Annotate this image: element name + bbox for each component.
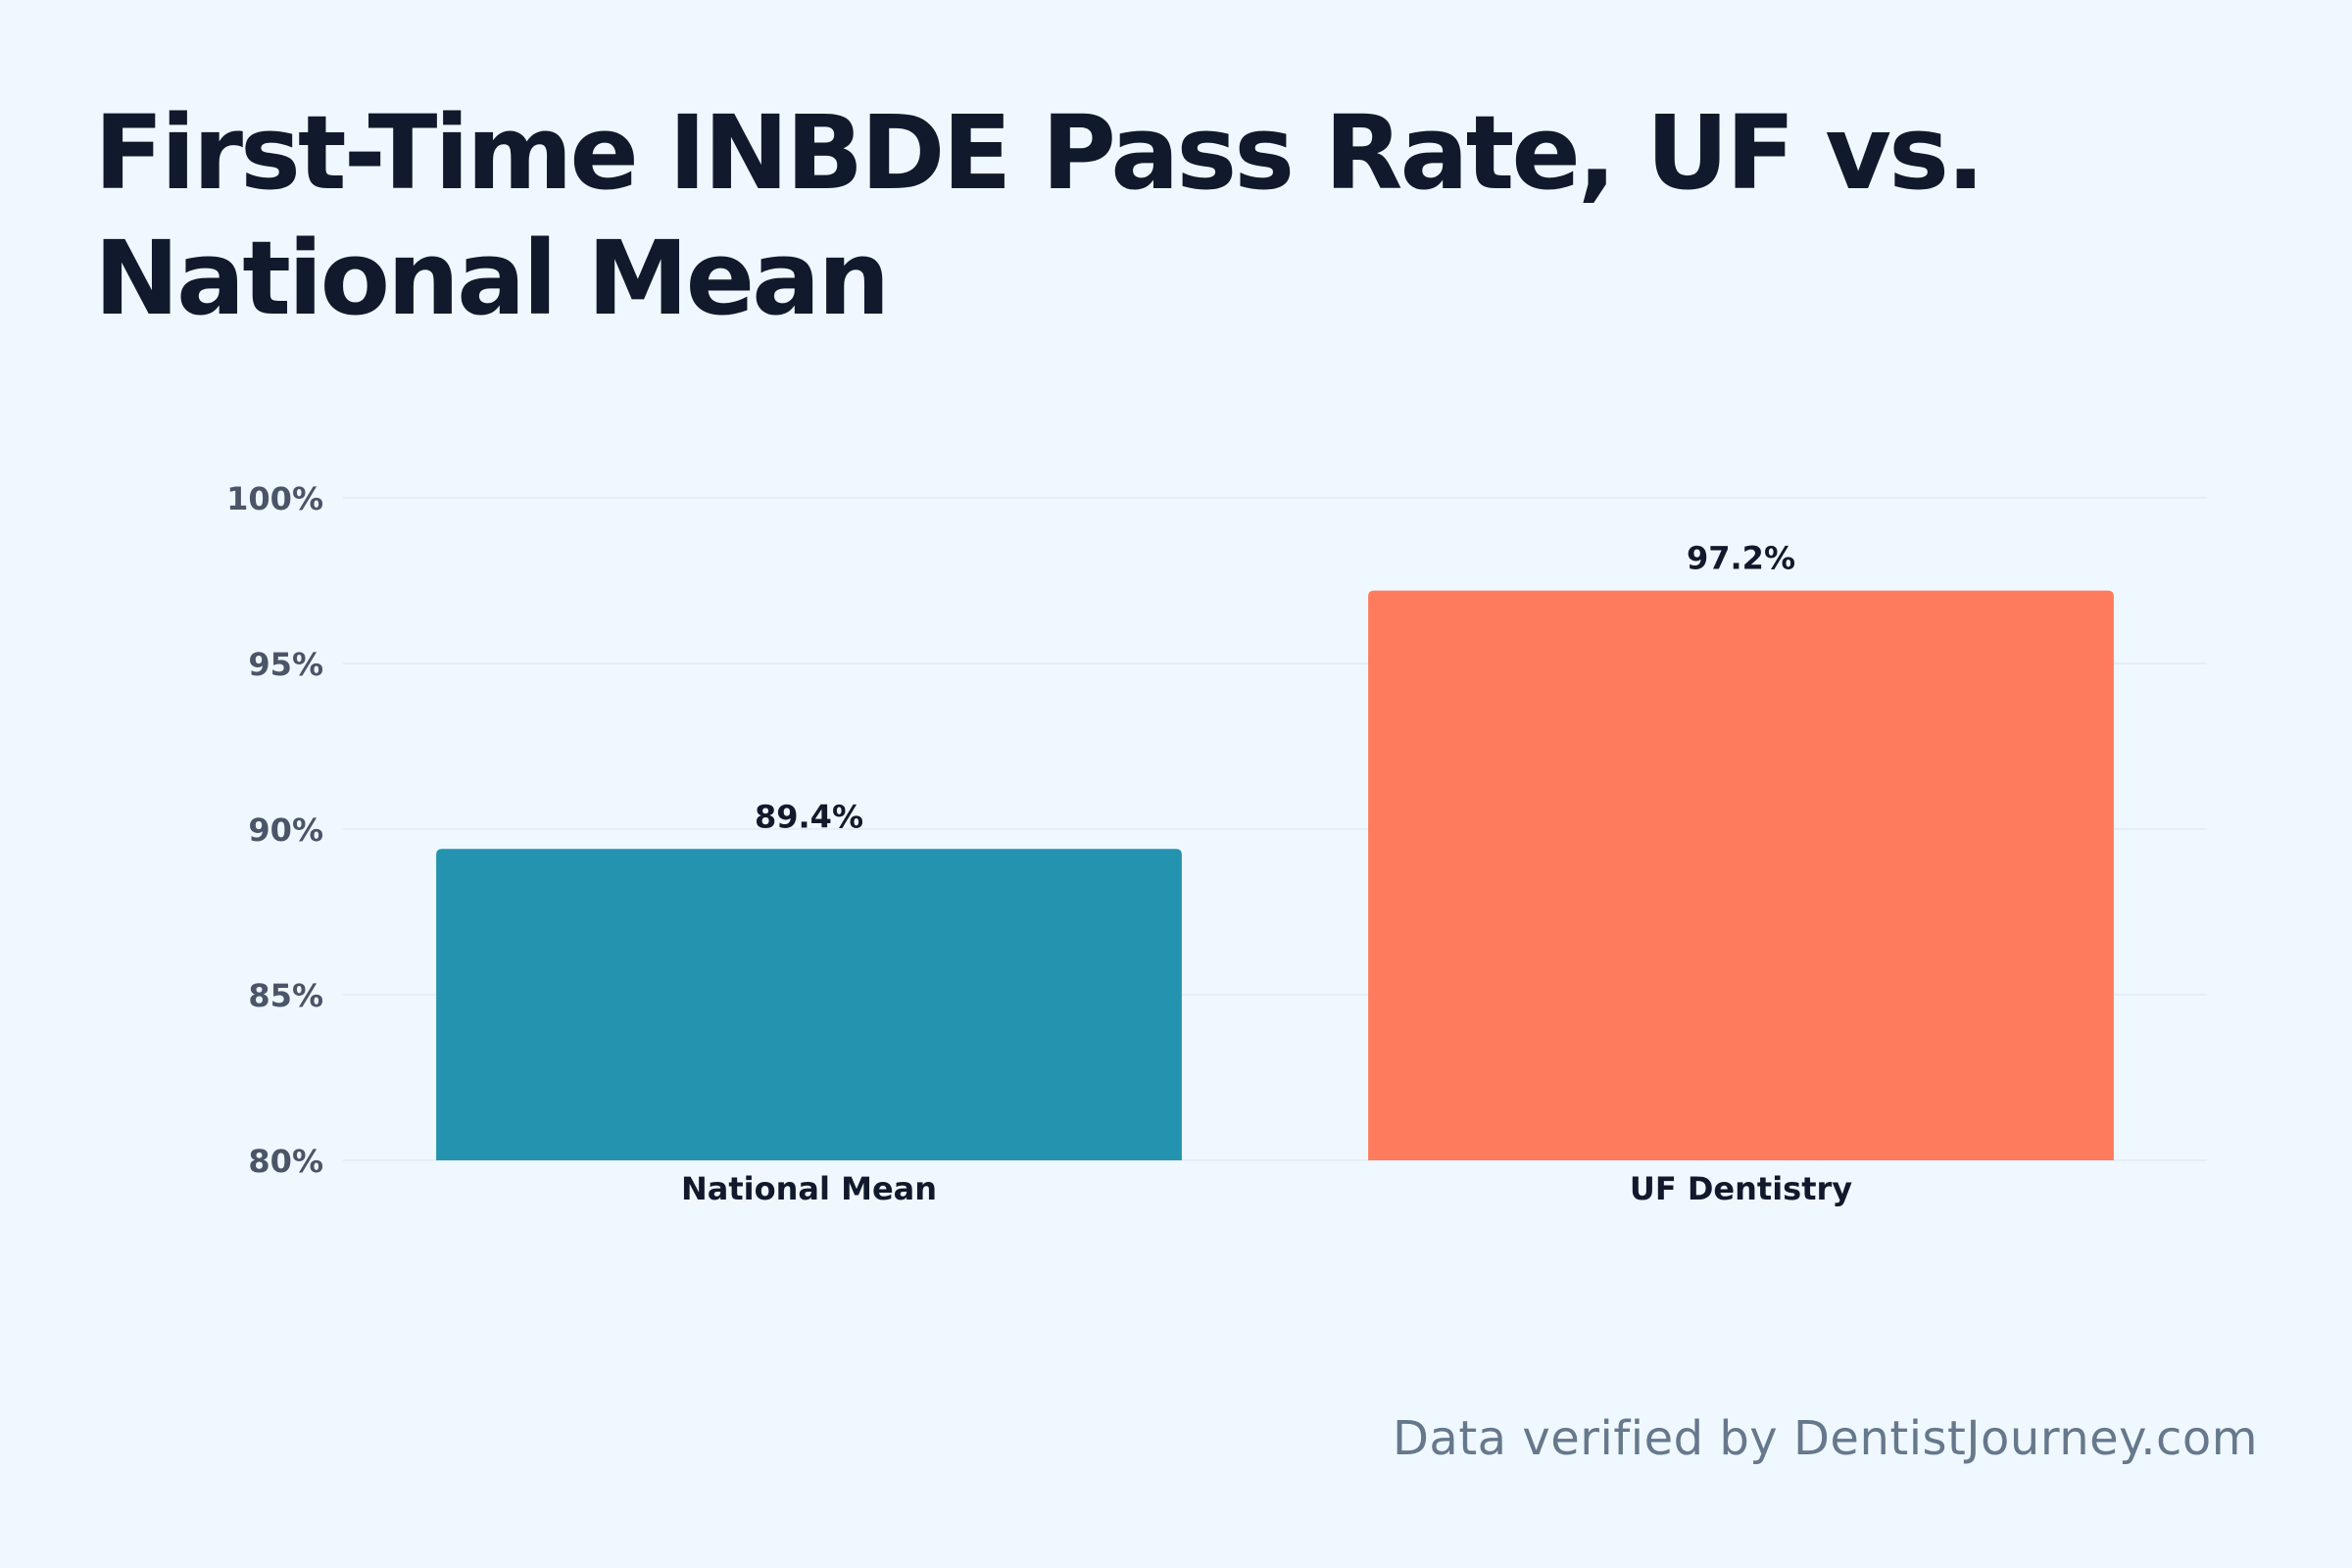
chart-title: First-Time INBDE Pass Rate, UF vs. Natio… [94,93,1985,338]
value-label: 97.2% [1687,540,1795,577]
y-tick-label: 80% [248,1143,323,1180]
x-axis-categories: National Mean UF Dentistry [681,1170,1852,1207]
y-tick-label: 85% [248,977,323,1014]
bar-uf-dentistry [1368,590,2114,1160]
y-tick-label: 95% [248,646,323,683]
source-credit: Data verified by DentistJourney.com [1392,1411,2258,1466]
bar-national-mean [436,849,1182,1160]
category-label: UF Dentistry [1630,1170,1852,1207]
value-label: 89.4% [755,798,863,835]
y-tick-label: 90% [248,811,323,849]
y-tick-label: 100% [226,480,323,517]
y-axis-ticks: 80% 85% 90% 95% 100% [226,480,323,1180]
bars [436,590,2114,1160]
category-label: National Mean [681,1170,937,1207]
value-labels: 89.4% 97.2% [755,540,1795,836]
